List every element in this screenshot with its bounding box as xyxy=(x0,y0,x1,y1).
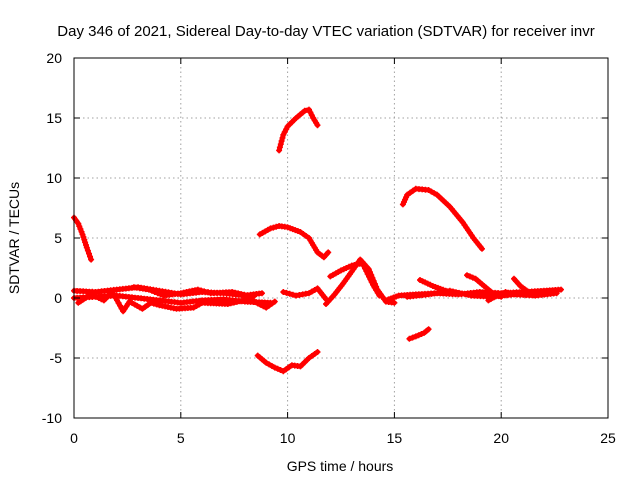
data-point-marker xyxy=(523,287,530,294)
data-point-marker xyxy=(198,287,205,294)
chart-title: Day 346 of 2021, Sidereal Day-to-day VTE… xyxy=(57,23,594,40)
data-point-marker xyxy=(323,296,329,303)
data-point-marker xyxy=(150,300,157,307)
series-track-19 xyxy=(485,289,526,304)
data-point-marker xyxy=(519,290,526,297)
data-point-marker xyxy=(88,256,95,263)
series-track-11 xyxy=(75,289,278,315)
series-track-12 xyxy=(130,284,257,300)
data-point-marker xyxy=(83,244,90,251)
data-point-marker xyxy=(558,286,564,293)
x-tick-label: 15 xyxy=(387,430,403,446)
data-point-marker xyxy=(406,335,413,342)
data-point-marker xyxy=(204,289,211,296)
data-point-marker xyxy=(270,224,277,231)
ticks: 0 5 10 15 20 25 -10 -5 0 5 10 15 20 xyxy=(42,50,616,446)
y-axis-label: SDTVAR / TECUs xyxy=(6,182,22,294)
data-point-marker xyxy=(277,141,284,148)
y-tick-label: 20 xyxy=(46,50,62,66)
data-point-marker xyxy=(145,286,152,293)
series-track-1 xyxy=(71,214,95,263)
data-point-marker xyxy=(553,290,560,297)
data-point-marker xyxy=(412,333,419,340)
data-point-marker xyxy=(418,331,425,337)
data-point-marker xyxy=(87,253,93,260)
data-point-marker xyxy=(286,290,293,297)
y-tick-label: 15 xyxy=(46,110,62,126)
data-point-marker xyxy=(279,134,286,141)
y-tick-label: 10 xyxy=(46,170,62,186)
data-point-marker xyxy=(278,138,285,144)
data-point-marker xyxy=(469,274,476,281)
data-point-marker xyxy=(151,289,158,295)
data-point-marker xyxy=(455,290,462,297)
series-track-18 xyxy=(511,275,530,294)
data-point-marker xyxy=(464,272,470,279)
y-tick-label: 5 xyxy=(54,230,62,246)
data-point-marker xyxy=(250,293,257,300)
x-tick-label: 25 xyxy=(600,430,616,446)
data-point-marker xyxy=(273,223,280,230)
series-track-13 xyxy=(280,285,329,303)
x-axis-label: GPS time / hours xyxy=(287,458,394,474)
data-point-marker xyxy=(314,349,321,355)
data-point-marker xyxy=(194,286,201,293)
data-point-marker xyxy=(153,301,160,308)
data-point-marker xyxy=(466,273,473,280)
data-point-marker xyxy=(259,290,265,297)
y-tick-label: -5 xyxy=(50,350,63,366)
y-tick-label: 0 xyxy=(54,290,62,306)
data-point-marker xyxy=(376,292,383,299)
data-point-marker xyxy=(425,326,432,333)
data-point-marker xyxy=(496,291,503,298)
grid xyxy=(74,58,608,418)
data-point-marker xyxy=(84,247,91,254)
data-point-marker xyxy=(154,290,161,297)
series-track-2 xyxy=(276,106,321,154)
data-point-marker xyxy=(479,245,485,252)
data-point-marker xyxy=(276,144,283,151)
data-point-marker xyxy=(493,292,500,299)
data-point-marker xyxy=(267,225,274,232)
data-point-marker xyxy=(274,365,281,372)
data-point-marker xyxy=(301,107,308,114)
x-tick-label: 20 xyxy=(493,430,509,446)
data-point-marker xyxy=(391,299,398,306)
x-tick-label: 0 xyxy=(70,430,78,446)
series-track-3 xyxy=(256,223,332,261)
data-point-marker xyxy=(271,364,278,371)
data-point-marker xyxy=(505,289,512,296)
data-point-marker xyxy=(409,334,416,341)
data-point-marker xyxy=(148,287,155,294)
data-point-marker xyxy=(277,367,284,373)
data-point-marker xyxy=(289,291,296,298)
data-point-marker xyxy=(157,291,164,298)
data-point-marker xyxy=(271,298,278,305)
series-track-4 xyxy=(399,185,485,252)
x-tick-label: 5 xyxy=(177,430,185,446)
data-point-marker xyxy=(283,289,290,296)
data-point-marker xyxy=(147,299,154,306)
data-point-marker xyxy=(415,332,422,339)
data-point-marker xyxy=(499,290,506,297)
data-series xyxy=(71,106,564,375)
data-point-marker xyxy=(86,250,92,257)
series-track-5 xyxy=(254,349,321,375)
series-track-6 xyxy=(406,326,432,342)
x-tick-label: 10 xyxy=(280,430,296,446)
data-point-marker xyxy=(280,289,287,295)
series-track-8 xyxy=(327,260,383,299)
data-point-marker xyxy=(325,249,332,256)
data-point-marker xyxy=(276,147,283,154)
data-point-marker xyxy=(508,290,515,297)
series-track-16 xyxy=(417,277,462,297)
y-tick-label: -10 xyxy=(42,410,62,426)
data-point-marker xyxy=(314,122,321,129)
data-point-marker xyxy=(502,289,509,295)
data-point-marker xyxy=(201,288,208,295)
